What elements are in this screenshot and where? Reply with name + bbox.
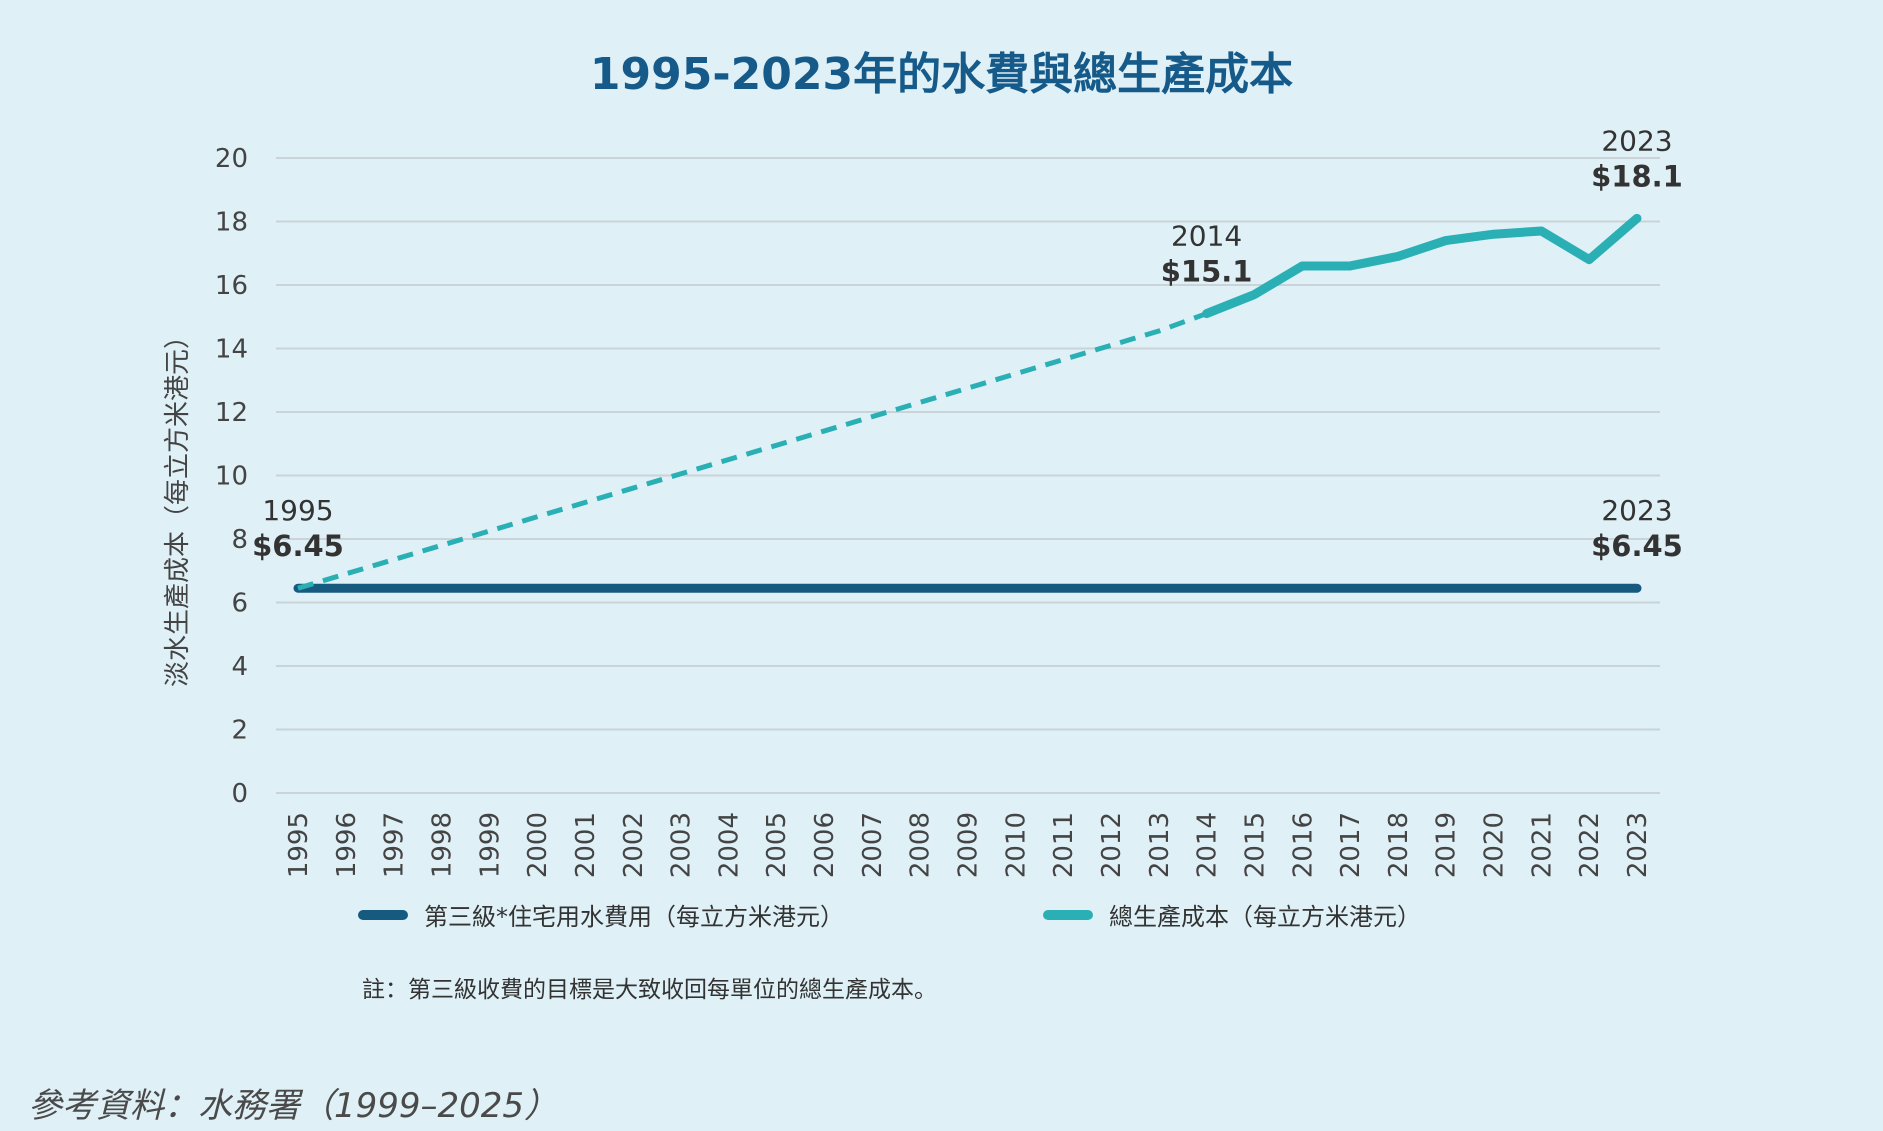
legend-swatch-cost <box>1043 909 1093 920</box>
x-tick-label: 1996 <box>332 812 362 878</box>
x-tick-label: 2017 <box>1336 812 1366 878</box>
x-tick-label: 2002 <box>619 812 649 878</box>
y-tick-label: 2 <box>231 716 248 746</box>
y-tick-label: 12 <box>215 398 248 428</box>
x-tick-label: 2016 <box>1288 812 1318 878</box>
x-tick-label: 2010 <box>1001 812 1031 878</box>
y-tick-label: 10 <box>215 462 248 492</box>
x-tick-label: 2007 <box>858 812 888 878</box>
x-tick-label: 2019 <box>1432 812 1462 878</box>
annotation-year: 2014 <box>1171 220 1242 253</box>
y-tick-label: 20 <box>215 144 248 174</box>
annotation-value: $15.1 <box>1161 255 1253 289</box>
annotation-year: 1995 <box>262 494 333 527</box>
annotation-value: $18.1 <box>1591 159 1683 193</box>
x-tick-label: 2011 <box>1049 812 1079 878</box>
x-tick-label: 1997 <box>380 812 410 878</box>
y-tick-label: 18 <box>215 208 248 238</box>
y-tick-label: 4 <box>231 652 248 682</box>
x-tick-label: 2015 <box>1240 812 1270 878</box>
series-lines <box>293 213 1642 593</box>
x-tick-label: 2012 <box>1097 812 1127 878</box>
x-tick-label: 1995 <box>284 812 314 878</box>
legend-item-cost: 總生產成本（每立方米港元） <box>1043 897 1421 932</box>
gridlines <box>276 157 1660 794</box>
x-tick-label: 2001 <box>571 812 601 878</box>
legend-label-tariff: 第三級*住宅用水費用（每立方米港元） <box>424 903 844 931</box>
series-line-cost-estimated <box>297 311 1208 591</box>
y-tick-label: 0 <box>231 779 248 809</box>
series-line-cost <box>1202 213 1642 319</box>
annotation-value: $6.45 <box>1591 529 1683 563</box>
x-tick-label: 1999 <box>475 812 505 878</box>
y-tick-label: 14 <box>215 335 248 365</box>
x-tick-label: 2004 <box>714 812 744 878</box>
x-tick-label: 2014 <box>1193 812 1223 878</box>
y-tick-label: 16 <box>215 271 248 301</box>
x-tick-label: 2022 <box>1575 812 1605 878</box>
x-axis-tick-labels: 1995 1996 1997 1998 1999 2000 2001 2002 2003 2004… <box>284 812 1653 878</box>
x-tick-label: 2021 <box>1527 812 1557 878</box>
x-tick-label: 2018 <box>1384 812 1414 878</box>
annotation-year: 2023 <box>1601 494 1672 527</box>
x-tick-label: 2006 <box>810 812 840 878</box>
x-tick-label: 2009 <box>954 812 984 878</box>
x-tick-label: 2023 <box>1623 812 1653 878</box>
x-tick-label: 2020 <box>1480 812 1510 878</box>
x-tick-label: 2000 <box>523 812 553 878</box>
source-citation: 參考資料：水務署（1999–2025） <box>28 1086 559 1126</box>
chart-note: 註：第三級收費的目標是大致收回每單位的總生產成本。 <box>362 977 937 1003</box>
chart-title: 1995-2023年的水費與總生產成本 <box>589 49 1294 100</box>
x-tick-label: 1998 <box>427 812 457 878</box>
x-tick-label: 2003 <box>667 812 697 878</box>
x-tick-label: 2013 <box>1145 812 1175 878</box>
y-axis-tick-labels: 0 2 4 6 8 10 12 14 16 18 20 <box>215 144 248 809</box>
y-axis-label: 淡水生產成本（每立方米港元） <box>163 323 193 687</box>
y-tick-label: 8 <box>231 525 248 555</box>
annotation-year: 2023 <box>1601 124 1672 157</box>
x-tick-label: 2008 <box>906 812 936 878</box>
annotation-value: $6.45 <box>252 529 344 563</box>
legend-swatch-tariff <box>358 909 408 920</box>
legend-item-tariff: 第三級*住宅用水費用（每立方米港元） <box>358 897 844 932</box>
x-tick-label: 2005 <box>762 812 792 878</box>
legend-label-cost: 總生產成本（每立方米港元） <box>1109 903 1421 931</box>
y-tick-label: 6 <box>231 589 248 619</box>
